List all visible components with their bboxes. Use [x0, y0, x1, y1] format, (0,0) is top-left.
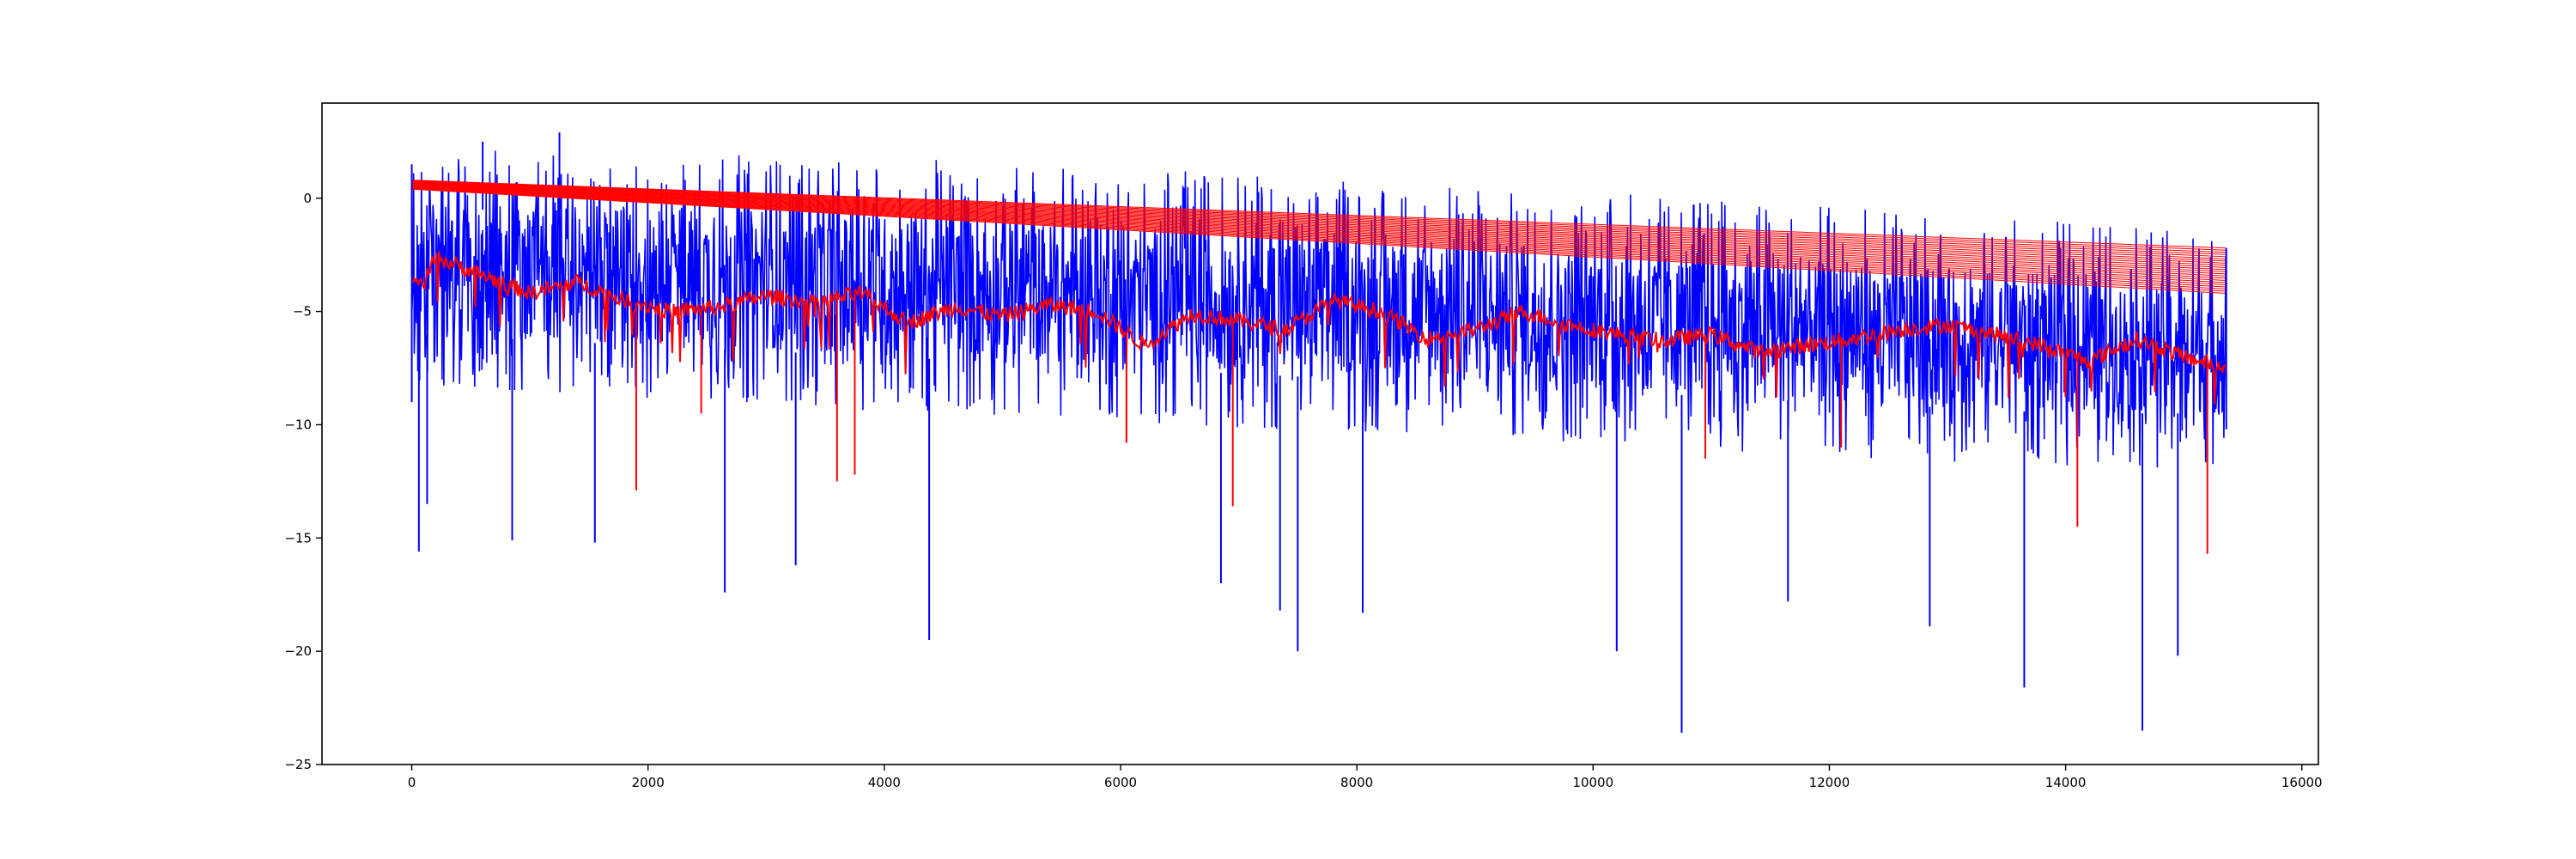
red-fan-line-5	[411, 181, 2227, 259]
red-fan-line-4	[411, 181, 2227, 258]
y-tick-label: 0	[303, 191, 312, 206]
x-axis: 0 2000 4000 6000 8000 10000 12000 14000 16000	[408, 765, 2323, 790]
red-fan-line-17	[411, 186, 2227, 285]
x-tick-label: 10000	[1572, 775, 1613, 790]
x-tick-label: 4000	[868, 775, 901, 790]
x-tick-label: 0	[408, 775, 416, 790]
y-tick-label: −5	[293, 304, 312, 320]
red-fan-line-19	[411, 187, 2227, 289]
x-tick-label: 2000	[632, 775, 665, 790]
x-tick-label: 16000	[2281, 775, 2323, 790]
x-tick-label: 12000	[1809, 775, 1850, 790]
red-fan-line-8	[411, 183, 2227, 266]
red-fan-line-9	[411, 183, 2227, 268]
red-fan-line-3	[411, 180, 2227, 255]
plot-frame	[321, 102, 2319, 765]
y-axis: 0 −5 −10 −15 −20 −25	[284, 191, 322, 772]
red-fan-line-15	[411, 186, 2227, 281]
y-tick-label: −10	[284, 417, 312, 432]
x-tick-label: 6000	[1104, 775, 1137, 790]
red-fan-line-21	[411, 188, 2227, 295]
red-fan-line-1	[411, 180, 2227, 251]
y-tick-label: −25	[284, 757, 312, 772]
y-tick-label: −20	[284, 643, 312, 659]
red-fan-line-13	[411, 185, 2227, 277]
red-fan-line-10	[411, 184, 2227, 271]
series-line-blue-signal	[410, 150, 2227, 468]
x-tick-label: 8000	[1340, 775, 1373, 790]
red-fan-line-2	[411, 180, 2227, 253]
red-fan-line-18	[411, 187, 2227, 288]
red-fan-line-20	[411, 188, 2227, 292]
red-fan-line-16	[411, 186, 2227, 283]
red-fan-line-11	[411, 184, 2227, 272]
plot-area	[410, 132, 2227, 734]
series-line-red-lower	[411, 251, 2227, 405]
red-fan-line-0	[411, 180, 2227, 249]
red-fan-line-12	[411, 185, 2227, 275]
x-tick-label: 14000	[2045, 775, 2087, 790]
red-fan-line-14	[411, 186, 2227, 279]
red-fan-line-7	[411, 182, 2227, 264]
y-tick-label: −15	[284, 530, 312, 545]
red-fan-line-6	[411, 182, 2227, 262]
